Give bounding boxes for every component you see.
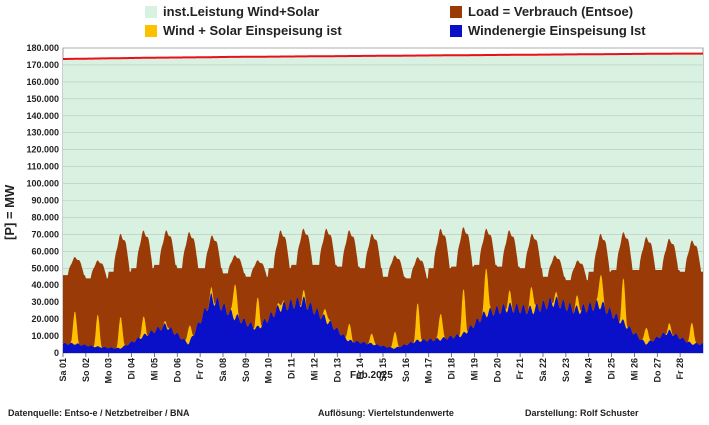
y-tick-label: 30.000: [31, 297, 59, 307]
installed-capacity-line: [63, 52, 703, 60]
y-tick-label: 120.000: [26, 145, 59, 155]
y-tick-label: 60.000: [31, 246, 59, 256]
legend-swatch-wind-solar: [145, 24, 157, 37]
x-tick-label: Di 11: [287, 358, 297, 379]
x-tick-label: Mo 24: [584, 358, 594, 384]
y-tick-label: 0: [54, 348, 59, 358]
y-tick-label: 20.000: [31, 314, 59, 324]
x-tick-label: Sa 15: [378, 358, 388, 382]
y-tick-label: 150.000: [26, 94, 59, 104]
x-tick-label: Di 25: [607, 358, 617, 380]
x-tick-label: Mi 26: [629, 358, 639, 381]
y-tick-label: 170.000: [26, 60, 59, 70]
legend-label-wind: Windenergie Einspeisung Ist: [468, 23, 646, 38]
x-tick-label: So 23: [561, 358, 571, 382]
legend-swatch-installed: [145, 5, 157, 18]
y-tick-label: 70.000: [31, 229, 59, 239]
x-tick-label: Do 20: [492, 358, 502, 383]
y-axis-title: [P] = MW: [2, 184, 17, 240]
y-tick-label: 140.000: [26, 111, 59, 121]
x-tick-label: Mo 10: [264, 358, 274, 384]
x-tick-label: So 09: [241, 358, 251, 382]
y-tick-label: 40.000: [31, 280, 59, 290]
y-axis: 0 10.000 20.000 30.000 40.000 50.000 60.000 70.…: [26, 43, 59, 358]
x-tick-label: Do 27: [652, 358, 662, 383]
y-tick-label: 50.000: [31, 263, 59, 273]
x-tick-label: Di 04: [127, 358, 137, 380]
legend-label-wind-solar: Wind + Solar Einspeisung ist: [163, 23, 342, 38]
x-axis-title: Feb.2025: [350, 370, 393, 381]
x-tick-label: Mo 17: [424, 358, 434, 384]
y-tick-label: 80.000: [31, 212, 59, 222]
footer-source: Datenquelle: Entso-e / Netzbetreiber / B…: [8, 408, 190, 418]
x-tick-label: Fr 07: [195, 358, 205, 380]
legend-swatch-wind: [450, 24, 462, 37]
legend-swatch-load: [450, 5, 462, 18]
x-tick-label: Mo 03: [104, 358, 114, 384]
y-tick-label: 130.000: [26, 128, 59, 138]
x-tick-label: Mi 05: [149, 358, 159, 381]
legend-label-installed: inst.Leistung Wind+Solar: [163, 4, 320, 19]
x-tick-label: Do 13: [332, 358, 342, 383]
x-tick-label: Do 06: [172, 358, 182, 383]
footer-resolution: Auflösung: Viertelstundenwerte: [318, 408, 454, 418]
x-tick-label: Mi 12: [309, 358, 319, 381]
legend-load: Load = Verbrauch (Entsoe): [450, 4, 633, 19]
x-axis: Sa 01 So 02 Mo 03 Di 04 Mi 05 Do 06 Fr 07 Sa 08…: [58, 353, 685, 384]
footer-author: Darstellung: Rolf Schuster: [525, 408, 639, 418]
legend-installed: inst.Leistung Wind+Solar: [145, 4, 319, 19]
legend-label-load: Load = Verbrauch (Entsoe): [468, 4, 634, 19]
x-tick-label: Fr 21: [515, 358, 525, 380]
wind-area: [63, 293, 703, 353]
y-tick-label: 160.000: [26, 77, 59, 87]
x-tick-label: Sa 01: [58, 358, 68, 382]
legend-wind: Windenergie Einspeisung Ist: [450, 23, 646, 38]
x-tick-label: Sa 22: [538, 358, 548, 382]
x-tick-label: Fr 28: [675, 358, 685, 380]
x-tick-label: So 02: [81, 358, 91, 382]
y-tick-label: 10.000: [31, 331, 59, 341]
x-tick-label: Di 18: [447, 358, 457, 380]
x-tick-label: Fr 14: [355, 358, 365, 380]
x-tick-label: Mi 19: [469, 358, 479, 381]
x-tick-label: Sa 08: [218, 358, 228, 382]
y-tick-label: 180.000: [26, 43, 59, 53]
y-tick-label: 100.000: [26, 179, 59, 189]
legend-wind-solar: Wind + Solar Einspeisung ist: [145, 23, 342, 38]
x-tick-label: So 16: [401, 358, 411, 382]
y-tick-label: 110.000: [27, 162, 59, 172]
y-tick-label: 90.000: [31, 196, 59, 206]
